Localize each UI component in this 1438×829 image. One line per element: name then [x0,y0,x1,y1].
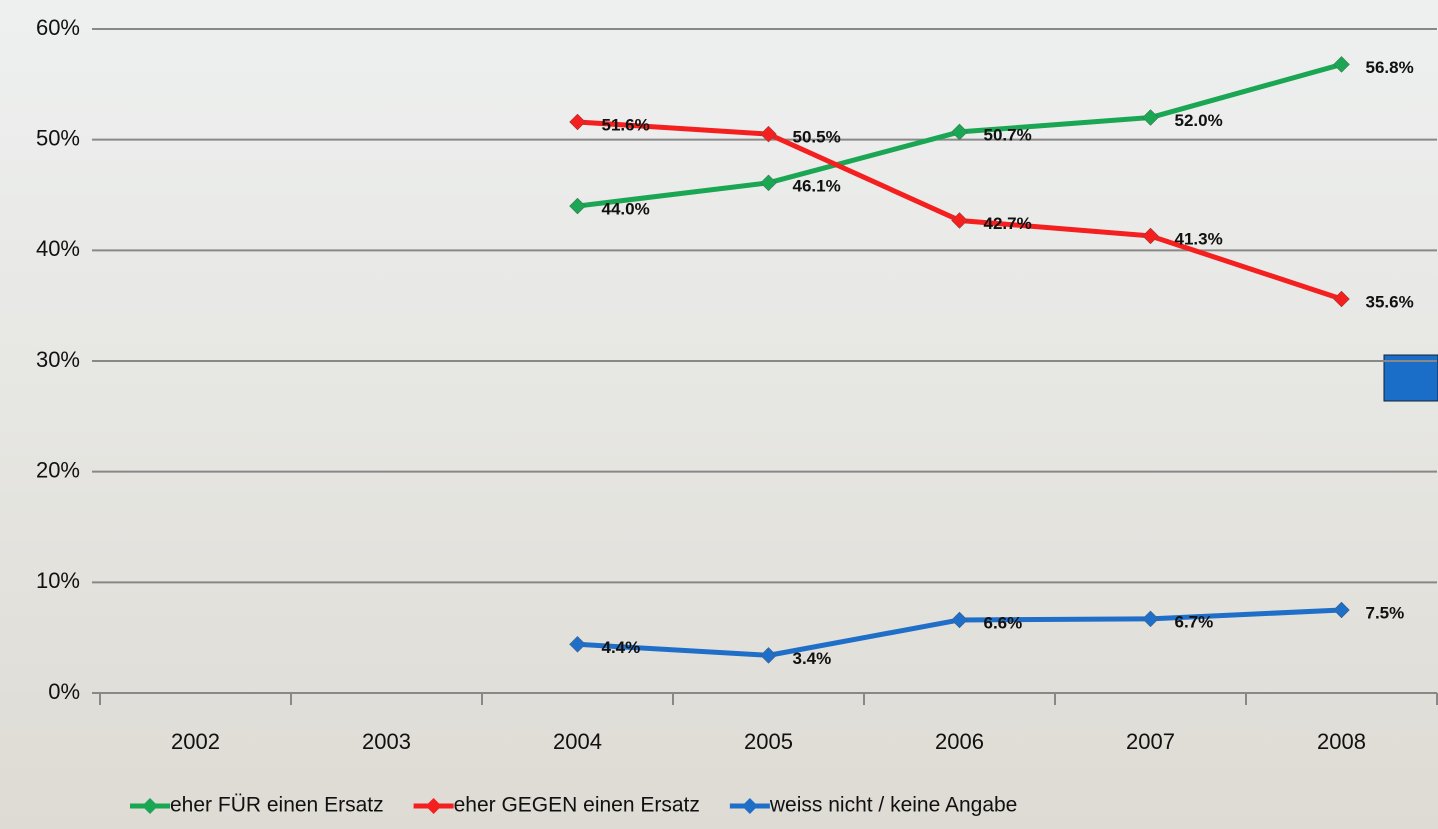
legend-label: eher GEGEN einen Ersatz [454,794,700,817]
y-tick-label: 0% [48,679,80,704]
point-marker [951,123,968,141]
point-marker [1333,290,1350,308]
point-marker [1333,601,1350,619]
value-label: 7.5% [1366,603,1405,622]
value-label: 52.0% [1175,111,1223,130]
value-label: 44.0% [602,200,650,219]
y-tick-label: 50% [36,125,80,150]
point-marker [951,611,968,629]
x-tick-label: 2004 [553,729,602,754]
point-marker [1142,610,1159,628]
point-marker [1333,56,1350,73]
point-marker [1142,227,1159,245]
value-label: 6.6% [984,613,1023,632]
point-marker [760,125,777,143]
value-label: 46.1% [793,176,841,195]
value-label: 6.7% [1175,612,1214,631]
legend-marker [741,798,758,814]
point-marker [569,635,586,653]
x-tick-label: 2005 [744,729,793,754]
point-marker [569,113,586,131]
x-tick-label: 2007 [1126,729,1175,754]
value-label: 50.5% [793,128,841,147]
point-marker [951,212,968,229]
legend-marker [425,798,442,814]
decor-square [1383,354,1438,402]
x-tick-label: 2002 [171,729,220,754]
y-tick-label: 20% [36,457,80,482]
value-label: 3.4% [793,649,832,668]
y-tick-label: 40% [36,236,80,261]
y-tick-label: 60% [36,15,80,40]
legend-marker [142,798,158,814]
value-label: 35.6% [1366,293,1414,312]
point-marker [760,647,777,664]
x-tick-label: 2006 [935,729,984,754]
value-label: 51.6% [602,115,650,134]
point-marker [1142,109,1159,126]
y-tick-label: 30% [36,347,80,372]
y-tick-label: 10% [36,568,80,593]
value-label: 41.3% [1175,229,1223,248]
x-tick-label: 2003 [362,729,411,754]
point-marker [760,174,777,192]
point-marker [569,197,586,215]
x-tick-label: 2008 [1317,729,1366,754]
legend-label: weiss nicht / keine Angabe [769,794,1018,817]
legend-label: eher FÜR einen Ersatz [170,794,384,817]
value-label: 56.8% [1366,58,1414,77]
value-label: 42.7% [984,214,1032,233]
value-label: 50.7% [984,125,1032,144]
value-label: 4.4% [602,638,641,657]
